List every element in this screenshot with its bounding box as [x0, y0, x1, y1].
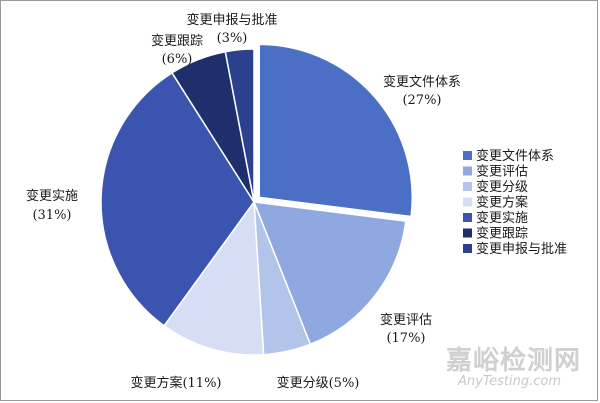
slice-label-value: (31%) [32, 208, 71, 223]
pie-slices [101, 44, 412, 355]
legend-swatch [463, 229, 472, 238]
legend: 变更文件体系变更评估变更分级变更方案变更实施变更跟踪变更申报与批准 [463, 148, 567, 257]
slice-label: 变更方案(11%) [130, 375, 221, 391]
legend-label: 变更跟踪 [476, 226, 528, 242]
legend-label: 变更申报与批准 [476, 241, 567, 257]
legend-label: 变更方案 [476, 195, 528, 211]
legend-swatch [463, 198, 472, 207]
slice-label-name: 变更实施 [26, 188, 78, 204]
slice-label-name: 变更跟踪 [151, 33, 203, 49]
slice-label-value: (6%) [162, 52, 193, 67]
slice-label-value: (3%) [217, 31, 248, 46]
slice-label-value: (17%) [386, 331, 425, 346]
legend-swatch [463, 167, 472, 176]
legend-label: 变更文件体系 [476, 148, 554, 164]
watermark-sub: AnyTesting.com [458, 374, 561, 389]
legend-swatch [463, 151, 472, 160]
slice-label-name: 变更文件体系 [383, 74, 461, 90]
legend-swatch [463, 244, 472, 253]
slice-label-name: 变更评估 [380, 312, 432, 328]
pie-slice [259, 44, 412, 216]
legend-label: 变更分级 [476, 179, 528, 195]
slice-label-value: (27%) [402, 93, 441, 108]
legend-swatch [463, 213, 472, 222]
legend-label: 变更实施 [476, 210, 528, 226]
legend-swatch [463, 182, 472, 191]
watermark-main: 嘉峪检测网 [446, 340, 581, 377]
slice-label: 变更分级(5%) [277, 375, 360, 391]
slice-label-name: 变更申报与批准 [186, 12, 277, 28]
legend-label: 变更评估 [476, 164, 528, 180]
